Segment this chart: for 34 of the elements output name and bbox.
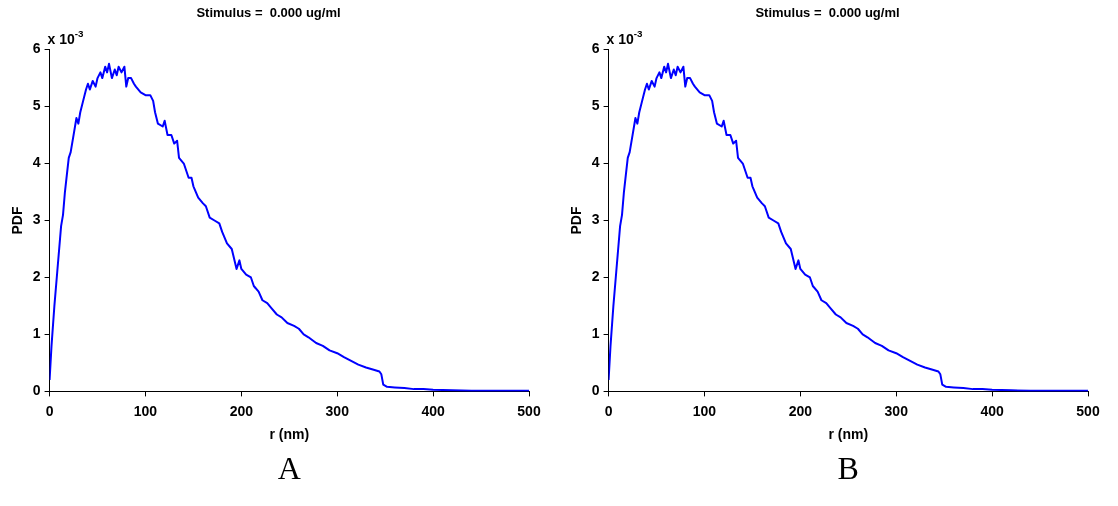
y-tick-label: 2: [32, 268, 41, 285]
y-tick-label: 2: [591, 268, 600, 285]
y-tick-label: 3: [591, 211, 600, 228]
y-tick-label: 1: [591, 325, 600, 342]
y-tick-label: 0: [591, 382, 600, 399]
y-tick-label: 6: [591, 40, 600, 57]
y-tick-label: 6: [32, 40, 41, 57]
y-tick-label: 5: [591, 97, 600, 114]
y-tick-label: 1: [32, 325, 41, 342]
x-tick-label: 0: [45, 402, 54, 419]
x-tick-label: 200: [788, 402, 813, 419]
x-axis-title: r (nm): [269, 426, 310, 443]
x-tick-label: 300: [325, 402, 350, 419]
y-tick-label: 5: [32, 97, 41, 114]
x-tick-label: 100: [133, 402, 158, 419]
y-axis-title: PDF: [568, 206, 585, 235]
y-axis-title: PDF: [9, 206, 26, 235]
text: B: [837, 450, 859, 487]
chart-title: Stimulus = 0.000 ug/ml: [196, 5, 341, 21]
x-tick-label: 500: [517, 402, 541, 419]
x-tick-label: 400: [980, 402, 1005, 419]
x-tick-label: 200: [229, 402, 254, 419]
x-tick-label: 400: [421, 402, 446, 419]
y-tick-label: 4: [591, 154, 600, 171]
x-axis-title: r (nm): [828, 426, 869, 443]
text: A: [277, 450, 301, 487]
y-tick-label: 3: [32, 211, 41, 228]
y-tick-label: 0: [32, 382, 41, 399]
x-tick-label: 300: [884, 402, 909, 419]
x-tick-label: 100: [692, 402, 717, 419]
x-tick-label: 500: [1076, 402, 1100, 419]
x-tick-label: 0: [604, 402, 613, 419]
chart-title: Stimulus = 0.000 ug/ml: [755, 5, 900, 21]
y-tick-label: 4: [32, 154, 41, 171]
